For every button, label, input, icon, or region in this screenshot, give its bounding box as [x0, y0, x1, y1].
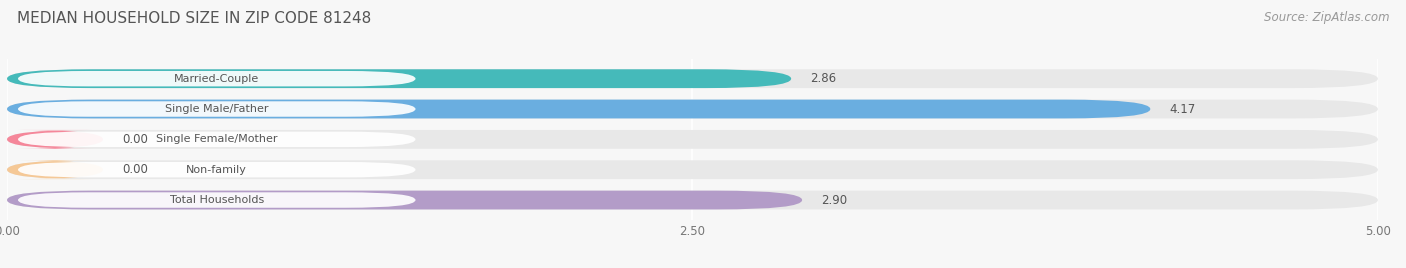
- FancyBboxPatch shape: [18, 162, 416, 177]
- FancyBboxPatch shape: [7, 69, 1378, 88]
- FancyBboxPatch shape: [7, 191, 801, 210]
- FancyBboxPatch shape: [18, 101, 416, 117]
- FancyBboxPatch shape: [7, 100, 1150, 118]
- FancyBboxPatch shape: [18, 132, 416, 147]
- Text: Single Female/Mother: Single Female/Mother: [156, 134, 277, 144]
- Text: 0.00: 0.00: [122, 163, 148, 176]
- FancyBboxPatch shape: [7, 100, 1378, 118]
- Text: 2.86: 2.86: [810, 72, 837, 85]
- Text: Source: ZipAtlas.com: Source: ZipAtlas.com: [1264, 11, 1389, 24]
- FancyBboxPatch shape: [7, 69, 792, 88]
- FancyBboxPatch shape: [7, 160, 1378, 179]
- FancyBboxPatch shape: [18, 192, 416, 208]
- Text: 0.00: 0.00: [122, 133, 148, 146]
- Text: Total Households: Total Households: [170, 195, 264, 205]
- Text: 4.17: 4.17: [1170, 103, 1195, 116]
- FancyBboxPatch shape: [7, 191, 1378, 210]
- Text: Married-Couple: Married-Couple: [174, 74, 259, 84]
- FancyBboxPatch shape: [7, 160, 103, 179]
- Text: Single Male/Father: Single Male/Father: [165, 104, 269, 114]
- FancyBboxPatch shape: [7, 130, 103, 149]
- Text: 2.90: 2.90: [821, 193, 848, 207]
- FancyBboxPatch shape: [18, 71, 416, 86]
- FancyBboxPatch shape: [7, 130, 1378, 149]
- Text: Non-family: Non-family: [187, 165, 247, 175]
- Text: MEDIAN HOUSEHOLD SIZE IN ZIP CODE 81248: MEDIAN HOUSEHOLD SIZE IN ZIP CODE 81248: [17, 11, 371, 26]
